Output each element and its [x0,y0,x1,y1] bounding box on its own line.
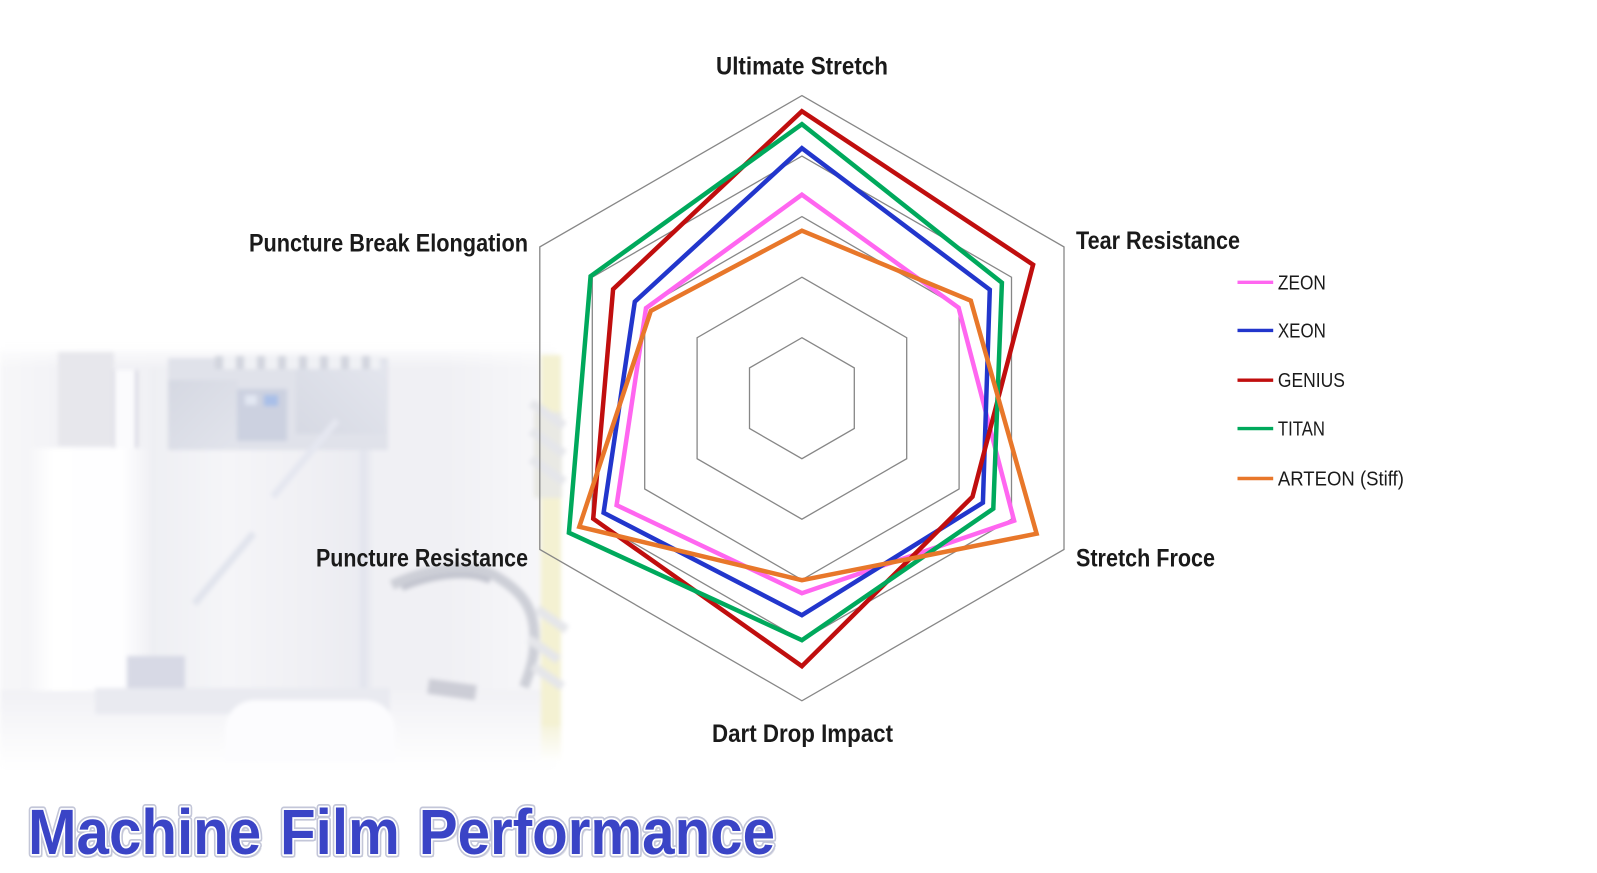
svg-text:Ultimate Stretch: Ultimate Stretch [716,53,888,81]
svg-text:Machine Film Performance: Machine Film Performance [28,796,775,868]
svg-text:Machine Film Performance: Machine Film Performance [31,799,778,871]
svg-text:Dart Drop Impact: Dart Drop Impact [712,720,894,748]
svg-text:Machine Film Performance: Machine Film Performance [28,796,775,868]
svg-text:Tear Resistance: Tear Resistance [1076,227,1240,255]
svg-text:Puncture Break Elongation: Puncture Break Elongation [249,230,528,258]
svg-text:ARTEON (Stiff): ARTEON (Stiff) [1278,468,1404,491]
svg-text:ZEON: ZEON [1278,271,1326,294]
svg-text:Puncture Resistance: Puncture Resistance [316,545,528,573]
svg-text:GENIUS: GENIUS [1278,369,1345,392]
svg-text:Machine Film Performance: Machine Film Performance [28,796,775,868]
svg-text:Stretch Froce: Stretch Froce [1076,545,1215,573]
svg-text:TITAN: TITAN [1278,418,1325,441]
svg-text:XEON: XEON [1278,319,1326,342]
